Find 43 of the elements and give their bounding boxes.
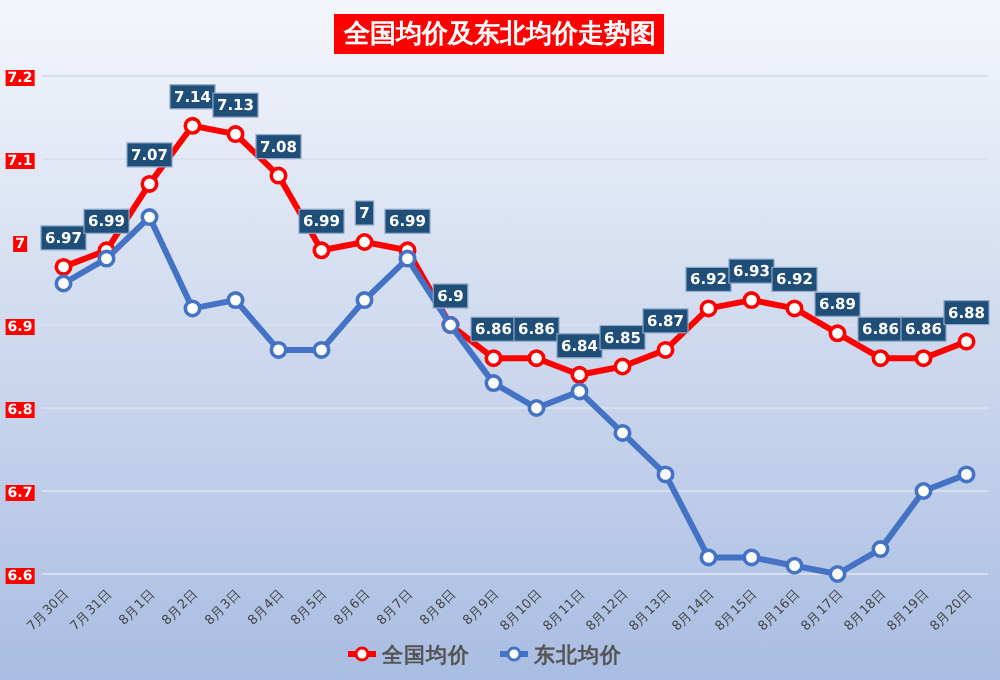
- point: [828, 324, 847, 343]
- point: [140, 174, 159, 193]
- point: [656, 340, 675, 359]
- point: [140, 208, 159, 227]
- point: [355, 291, 374, 310]
- point: [570, 365, 589, 384]
- point: [742, 291, 761, 310]
- point: [828, 565, 847, 583]
- point: [785, 556, 804, 575]
- point: [183, 299, 202, 318]
- point: [226, 125, 245, 144]
- point: [398, 249, 417, 268]
- point: [871, 540, 890, 559]
- point: [613, 423, 632, 442]
- point: [785, 299, 804, 318]
- point: [226, 291, 245, 310]
- point: [355, 233, 374, 251]
- point: [957, 465, 976, 484]
- point: [871, 349, 890, 368]
- point: [484, 374, 503, 393]
- point: [183, 116, 202, 135]
- legend-label: 东北均价: [532, 642, 624, 668]
- point: [613, 357, 632, 376]
- point: [54, 274, 73, 293]
- point: [269, 340, 288, 359]
- point: [527, 349, 546, 368]
- point: [914, 482, 933, 500]
- point: [656, 465, 675, 484]
- point: [742, 548, 761, 567]
- point: [269, 166, 288, 185]
- point: [54, 257, 73, 276]
- point: [699, 299, 718, 318]
- point: [570, 382, 589, 401]
- point: [312, 241, 331, 260]
- point: [699, 548, 718, 567]
- point: [312, 340, 331, 359]
- point: [97, 249, 116, 268]
- legend-label: 全国均价: [380, 642, 472, 668]
- chart-title: 全国均价及东北均价走势图: [342, 18, 656, 50]
- point: [527, 399, 546, 417]
- point: [484, 349, 503, 368]
- point: [914, 349, 933, 368]
- point: [957, 332, 976, 351]
